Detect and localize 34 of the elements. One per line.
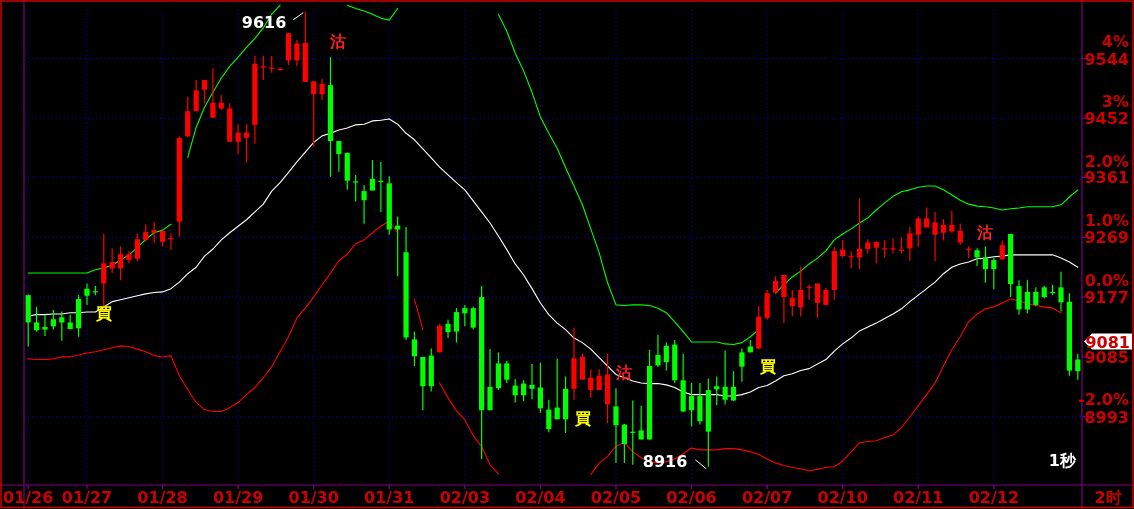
annotation: 1秒 (1048, 451, 1077, 470)
y2-tick-label: -2.0% (1077, 390, 1129, 410)
y-tick-label: 9177 (1084, 288, 1129, 308)
text: 買 (759, 357, 776, 377)
x-tick-label: 01/30 (288, 488, 339, 507)
x-tick-label: 01/28 (137, 488, 188, 507)
y2-tick-label: 3% (1101, 92, 1129, 112)
y-tick-label: 9361 (1084, 168, 1129, 188)
x-tick-label: 02/03 (439, 488, 491, 507)
x-tick-label: 02/10 (817, 488, 868, 507)
y-tick-label: 9269 (1084, 228, 1129, 248)
y2-tick-label: 4% (1101, 32, 1129, 52)
x-tick-label: 02/07 (741, 488, 793, 507)
x-tick-label: 01/26 (3, 488, 54, 507)
y-tick-label: 9544 (1084, 49, 1129, 69)
y-tick-label: 9452 (1084, 109, 1129, 129)
x-tick-label: 02/05 (590, 488, 642, 507)
text: 買 (574, 408, 591, 428)
text: 沽 (330, 32, 347, 52)
text: 買 (96, 304, 113, 324)
text: 沽 (977, 223, 994, 243)
x-tick-label: 02/04 (515, 488, 566, 507)
x-tick-label: 01/31 (364, 488, 415, 507)
y2-tick-label: 0.0% (1084, 271, 1129, 291)
x-tick-label: 02/12 (968, 488, 1020, 507)
y2-tick-label: 1.0% (1084, 211, 1129, 231)
y-tick-label: 8993 (1084, 407, 1129, 427)
y2-tick-label: 2.0% (1084, 151, 1129, 171)
x-tick-label: 02/06 (666, 488, 717, 507)
x-tick-label: 02/11 (893, 488, 944, 507)
x-tick-label: 01/29 (212, 488, 264, 507)
text: 沽 (615, 363, 632, 383)
x-tick-label: 01/27 (61, 488, 113, 507)
x-axis-title: 2时 (1094, 488, 1122, 507)
